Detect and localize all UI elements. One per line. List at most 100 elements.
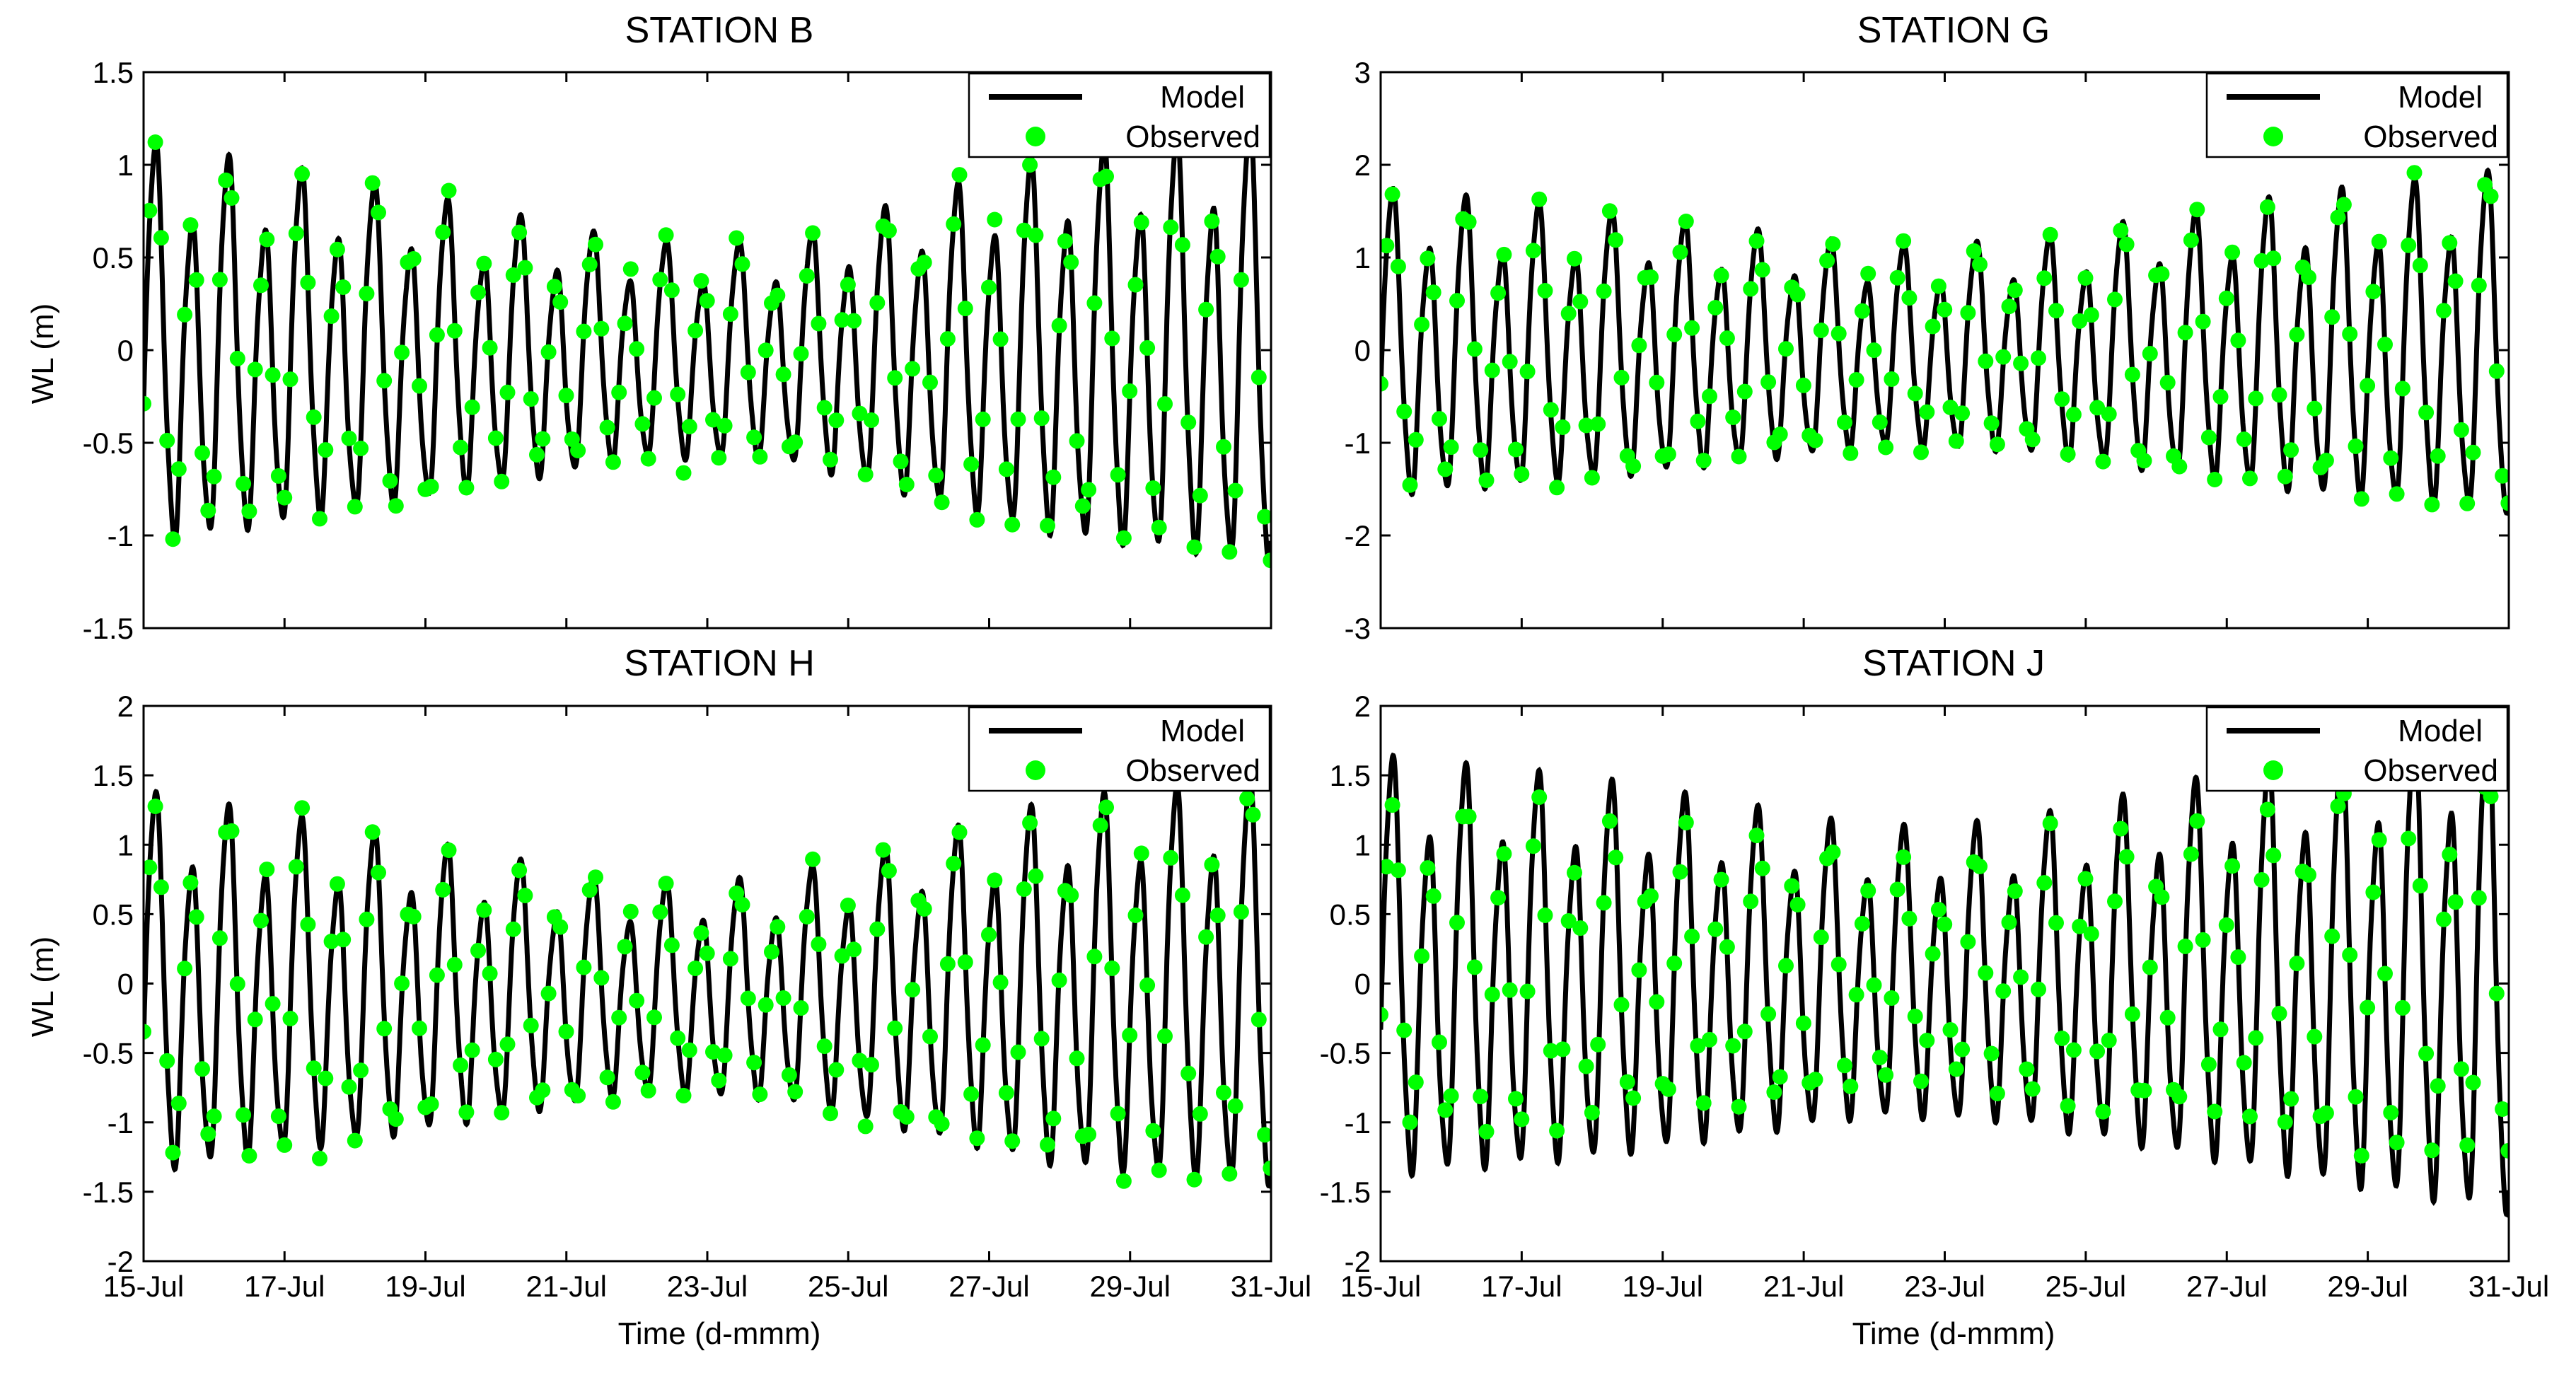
observed-point — [1139, 340, 1156, 356]
observed-point — [905, 982, 921, 998]
observed-point — [165, 531, 181, 547]
observed-point — [693, 273, 709, 289]
observed-point — [752, 1086, 768, 1103]
observed-point — [1789, 286, 1806, 303]
observed-point — [1209, 248, 1226, 265]
observed-point — [640, 1082, 656, 1098]
observed-point — [2259, 801, 2275, 818]
observed-point — [1884, 990, 1900, 1006]
observed-point — [1901, 910, 1918, 927]
observed-point — [2424, 497, 2440, 513]
x-tick-label: 27-Jul — [948, 1270, 1029, 1303]
observed-point — [2389, 1135, 2405, 1151]
observed-point — [1081, 1126, 1097, 1142]
observed-point — [1531, 789, 1548, 805]
observed-point — [2072, 918, 2088, 934]
observed-point — [540, 344, 557, 360]
observed-point — [1972, 858, 1988, 874]
observed-point — [2418, 1045, 2435, 1062]
observed-point — [1713, 267, 1729, 284]
observed-point — [165, 1144, 181, 1161]
observed-point — [2048, 303, 2064, 319]
observed-point — [2488, 985, 2505, 1002]
observed-point — [2424, 1142, 2440, 1159]
observed-point — [2459, 1137, 2476, 1154]
observed-point — [1854, 915, 1870, 932]
observed-point — [663, 282, 680, 298]
observed-point — [306, 409, 322, 425]
observed-point — [2019, 1061, 2035, 1077]
observed-point — [464, 399, 480, 415]
observed-point — [957, 954, 973, 970]
observed-point — [182, 217, 199, 233]
observed-point — [1954, 405, 1971, 422]
observed-point — [446, 323, 463, 339]
observed-point — [1948, 433, 1964, 449]
observed-point — [1707, 300, 1724, 315]
panel-station-g: STATION G -3 -2 -1 0 1 2 3 Model Observed — [1345, 10, 2510, 645]
observed-point — [1837, 1057, 1852, 1074]
observed-point — [482, 340, 498, 356]
observed-point — [998, 461, 1014, 477]
observed-point — [2483, 188, 2499, 204]
observed-point — [2283, 442, 2299, 458]
observed-point — [2465, 444, 2481, 460]
observed-point — [1473, 442, 1489, 458]
observed-point — [2089, 1043, 2106, 1060]
observed-point — [1016, 222, 1032, 238]
observed-point — [487, 430, 504, 446]
observed-point — [2412, 257, 2428, 274]
observed-point — [1402, 1114, 1418, 1130]
observed-point — [1942, 1022, 1959, 1038]
observed-point — [722, 306, 738, 322]
observed-point — [482, 966, 498, 982]
observed-point — [1414, 948, 1430, 964]
observed-point — [1408, 431, 1424, 448]
observed-point — [2230, 949, 2246, 966]
observed-point — [458, 480, 475, 496]
observed-point — [1204, 213, 1220, 229]
y-tick-label: -1.5 — [1320, 1176, 1371, 1209]
x-tick-label: 27-Jul — [2186, 1270, 2267, 1303]
x-tick-label: 25-Jul — [2046, 1270, 2126, 1303]
observed-point — [1619, 1074, 1635, 1090]
observed-point — [270, 1108, 286, 1125]
observed-point — [200, 502, 216, 518]
observed-point — [693, 925, 709, 941]
observed-point — [558, 388, 574, 404]
observed-point — [1590, 1036, 1606, 1053]
observed-point — [1555, 1041, 1571, 1057]
observed-point — [1995, 349, 2012, 365]
observed-point — [2242, 1108, 2258, 1125]
observed-point — [1983, 1045, 2000, 1062]
observed-point — [282, 1011, 298, 1026]
observed-point — [687, 323, 704, 339]
observed-point — [388, 498, 404, 514]
observed-point — [758, 342, 774, 359]
observed-point — [446, 956, 463, 973]
observed-point — [323, 933, 340, 949]
observed-point — [1831, 956, 1847, 973]
observed-point — [170, 1095, 187, 1111]
observed-point — [2277, 1114, 2293, 1130]
observed-point — [811, 936, 827, 952]
observed-point — [294, 166, 311, 182]
observed-point — [364, 175, 381, 191]
observed-point — [412, 378, 427, 394]
observed-point — [969, 511, 985, 528]
observed-point — [1004, 516, 1021, 533]
observed-point — [2360, 999, 2376, 1016]
observed-point — [412, 1020, 427, 1036]
observed-point — [969, 1130, 985, 1147]
observed-point — [1807, 432, 1823, 448]
observed-point — [2307, 400, 2323, 417]
observed-point — [2242, 470, 2258, 487]
observed-point — [975, 411, 991, 427]
observed-point — [2001, 298, 2017, 315]
observed-point — [441, 182, 457, 199]
observed-point — [2042, 226, 2058, 243]
observed-point — [2095, 1103, 2111, 1120]
observed-point — [1192, 487, 1208, 504]
observed-point — [1437, 461, 1454, 477]
